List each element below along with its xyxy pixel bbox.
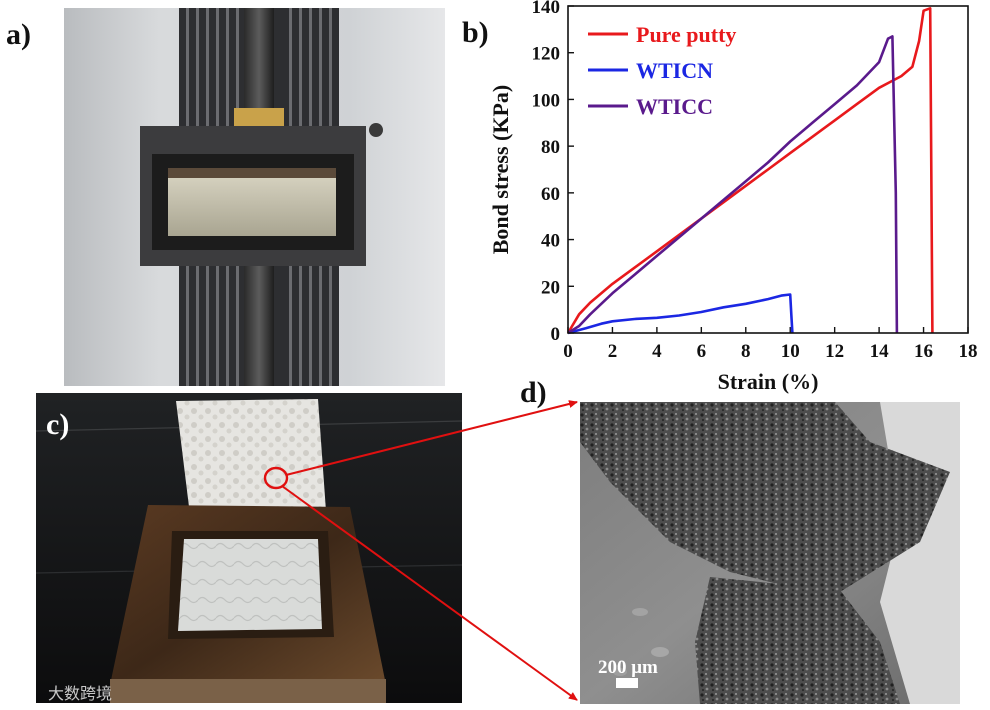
x-tick-label: 10 [781, 341, 800, 362]
y-tick-label: 60 [541, 184, 560, 205]
y-tick-label: 20 [541, 277, 560, 298]
chart-legend: Pure putty WTICN WTICC [588, 22, 736, 119]
x-tick-label: 2 [608, 341, 618, 362]
scale-bar-label: 200 μm [598, 657, 658, 678]
legend-label-pure-putty: Pure putty [636, 22, 736, 47]
x-tick-label: 6 [697, 341, 707, 362]
x-axis-title: Strain (%) [718, 369, 819, 394]
x-tick-label: 8 [741, 341, 751, 362]
panel-b-label: b) [462, 16, 489, 49]
legend-label-wticc: WTICC [636, 94, 713, 119]
watermark: 大数跨境 [48, 684, 113, 703]
series-line-pure-putty [566, 7, 934, 334]
panel-d-sem-image [580, 402, 960, 704]
panel-a-label: a) [6, 18, 31, 51]
series-line-wticn [567, 293, 794, 335]
series-line-wticc [567, 35, 899, 335]
y-tick-label: 140 [532, 0, 561, 18]
chart-series [566, 7, 934, 335]
legend-label-wticn: WTICN [636, 58, 713, 83]
y-axis-title: Bond stress (KPa) [488, 85, 513, 255]
x-tick-label: 16 [914, 341, 933, 362]
chart-ticks: 0 2 4 6 8 10 12 14 16 18 0 20 40 60 80 100 120 140 [532, 0, 978, 362]
x-tick-label: 4 [652, 341, 662, 362]
x-tick-label: 0 [563, 341, 573, 362]
y-tick-label: 80 [541, 137, 560, 158]
x-tick-label: 14 [870, 341, 890, 362]
x-tick-label: 12 [825, 341, 844, 362]
y-tick-label: 100 [532, 90, 561, 111]
y-tick-label: 120 [532, 44, 561, 65]
panel-c-photo [36, 393, 462, 703]
bond-stress-chart: 0 2 4 6 8 10 12 14 16 18 0 20 40 60 80 100 120 140 Strain… [488, 0, 978, 394]
x-tick-label: 18 [959, 341, 978, 362]
y-tick-label: 0 [551, 324, 561, 345]
panel-a-photo [64, 8, 445, 386]
panel-c-label: c) [46, 408, 70, 441]
y-tick-label: 40 [541, 231, 560, 252]
panel-d-label: d) [520, 376, 547, 409]
plot-frame [567, 5, 969, 334]
